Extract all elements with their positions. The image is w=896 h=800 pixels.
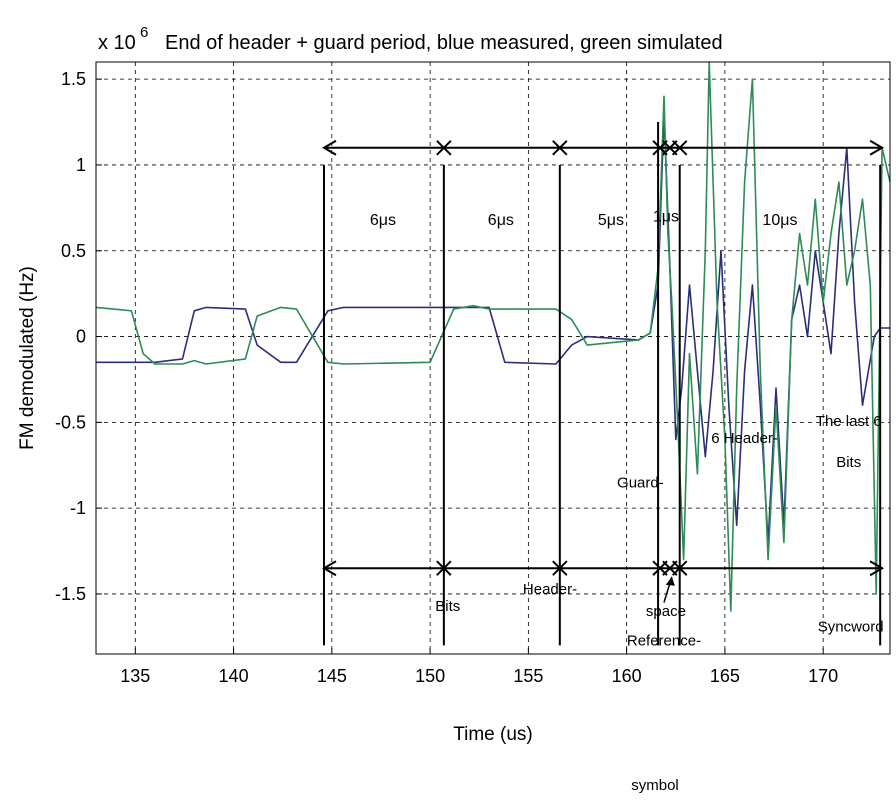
duration-label: 6μs <box>488 212 514 229</box>
series-layer <box>95 61 891 612</box>
x-tick-label: 145 <box>317 666 347 686</box>
series-line-green <box>95 61 891 612</box>
plot-frame <box>95 61 891 655</box>
annotation-label: Syncword <box>818 619 884 636</box>
boundary-cross-marker <box>672 140 688 156</box>
x-tick-label: 170 <box>808 666 838 686</box>
boundary-cross-marker <box>552 560 568 576</box>
annotation-label: Guard- <box>617 475 664 492</box>
footer-note: symbol <box>631 777 679 794</box>
duration-label: 5μs <box>598 212 624 229</box>
y-multiplier-exponent: 6 <box>140 24 148 41</box>
y-tick-label: -1.5 <box>55 584 86 604</box>
annotation-label: 6 Header- <box>711 430 778 447</box>
y-multiplier: x 10 <box>98 32 136 54</box>
x-axis-label: Time (us) <box>453 724 533 745</box>
tick-layer: 135 140 145 150 155 160 165 170 1.5 1 0.5 0 -0.5 -1 -1… <box>55 69 838 686</box>
arrowhead-right <box>869 139 885 156</box>
y-tick-label: -1 <box>70 498 86 518</box>
annotation-layer: 6μs 6μs 5μs 1μs 10μs Bits Header-space Referenc… <box>321 122 885 649</box>
x-tick-label: 135 <box>120 666 150 686</box>
x-tick-label: 165 <box>710 666 740 686</box>
grid <box>96 62 890 654</box>
x-tick-label: 140 <box>219 666 249 686</box>
series-line-blue <box>96 112 890 544</box>
arrowhead-left <box>321 560 337 577</box>
y-axis-label: FM demodulated (Hz) <box>17 266 38 450</box>
arrowhead-left <box>321 139 337 156</box>
y-tick-label: 1 <box>76 155 86 175</box>
annotation-label: Bits <box>435 598 460 615</box>
annotation-label: space <box>646 603 686 620</box>
y-tick-label: 0 <box>76 327 86 347</box>
y-tick-label: -0.5 <box>55 412 86 432</box>
annotation-label: Reference- <box>627 632 701 649</box>
boundary-cross-marker <box>672 560 688 576</box>
annotation-label: Header- <box>523 581 577 598</box>
boundary-cross-marker <box>436 560 452 576</box>
boundary-cross-marker <box>552 140 568 156</box>
y-tick-label: 0.5 <box>61 241 86 261</box>
duration-label: 1μs <box>653 209 679 226</box>
y-tick-label: 1.5 <box>61 69 86 89</box>
arrowhead-right <box>869 560 885 577</box>
duration-label: 10μs <box>762 212 797 229</box>
annotation-label: Bits <box>836 454 861 471</box>
boundary-cross-marker <box>436 140 452 156</box>
annotation-label: The last 6 <box>816 413 882 430</box>
chart-title: End of header + guard period, blue measu… <box>165 32 723 54</box>
x-tick-label: 150 <box>415 666 445 686</box>
pointer-arrowhead <box>665 576 675 586</box>
x-tick-label: 155 <box>513 666 543 686</box>
x-tick-label: 160 <box>612 666 642 686</box>
duration-label: 6μs <box>370 212 396 229</box>
